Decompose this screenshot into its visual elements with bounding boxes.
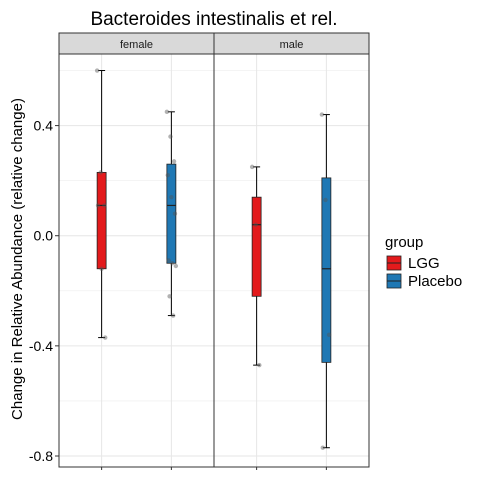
legend-title: group [385,234,423,251]
data-point [173,263,179,269]
data-point [165,172,170,178]
y-tick-label: 0.0 [34,228,54,244]
y-tick-label: -0.8 [29,448,53,464]
box-female-Placebo [164,109,179,318]
data-point [168,134,173,139]
box-male-LGG [249,164,262,368]
data-point [99,266,104,271]
legend-item-lgg: LGG [386,255,440,272]
data-point [164,109,170,115]
data-point [95,203,101,208]
data-point [170,261,175,266]
facet-panel-female: female [58,32,215,468]
data-point [326,332,332,338]
data-point [102,203,107,208]
data-point [172,211,178,216]
legend-label: LGG [408,255,440,272]
data-point [319,112,325,117]
box-iqr [96,171,107,270]
facet-strip-label: male [280,39,304,51]
chart-title: Bacteroides intestinalis et rel. [90,9,337,30]
data-point [323,197,328,203]
box-male-Placebo [319,112,332,450]
data-point [94,68,100,73]
facet-panel-male: male [213,32,370,468]
legend-item-placebo: Placebo [386,273,462,290]
panel-border [213,53,370,468]
data-point [166,258,171,263]
y-tick-label: -0.4 [29,338,53,354]
box-iqr [166,163,177,264]
facet-strip-label: female [120,39,153,51]
legend-label: Placebo [408,273,462,290]
box-iqr [251,196,262,297]
box-iqr [321,177,332,363]
facet-panels: female male [58,32,370,468]
data-point [320,445,325,450]
box-female-LGG [94,68,108,340]
data-point [98,170,103,175]
data-point [171,159,177,164]
data-point [253,222,258,227]
y-tick-label: 0.4 [34,118,54,134]
data-point [167,294,172,299]
y-axis-label: Change in Relative Abundance (relative c… [9,98,26,420]
data-point [169,194,174,200]
y-axis: 0.4 0.0 -0.4 -0.8 [29,118,327,470]
data-point [257,362,262,368]
data-point [170,313,176,318]
data-point [103,335,108,340]
data-point [249,164,255,170]
